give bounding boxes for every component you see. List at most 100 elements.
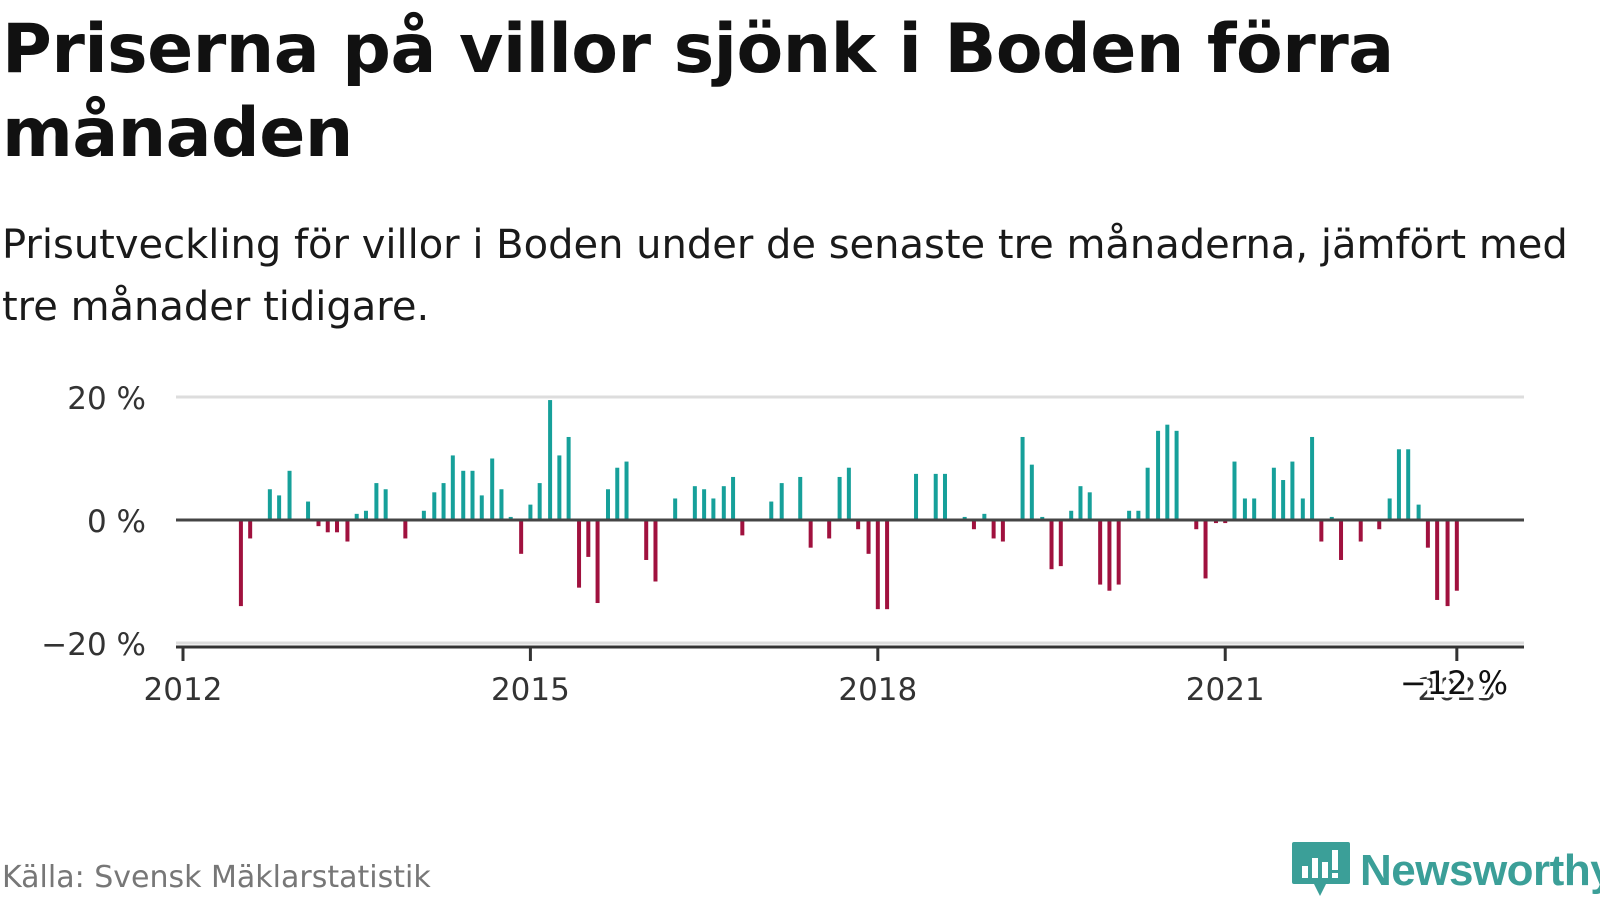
y-tick-label: 20 % (67, 381, 146, 417)
bar (615, 467, 620, 520)
bar (363, 510, 368, 520)
bar (1387, 498, 1392, 520)
bar-chart: 20 % 0 % −20 % 2012 2015 2018 2021 2023−12 % (41, 381, 1524, 708)
bar (374, 483, 379, 520)
bar (673, 498, 678, 520)
bar (982, 513, 987, 520)
bar (1406, 449, 1411, 520)
bar (1377, 520, 1382, 530)
bar (875, 520, 880, 610)
bar (653, 520, 658, 582)
source-credit: Källa: Svensk Mäklarstatistik (2, 860, 431, 895)
bar (1040, 516, 1045, 520)
bar (1078, 486, 1083, 520)
bar (1058, 520, 1063, 567)
bar (769, 501, 774, 520)
bar (470, 470, 475, 520)
x-tick-label: 2023 (1417, 672, 1496, 708)
bar (624, 461, 629, 520)
bar (528, 504, 533, 520)
bar (1107, 520, 1112, 591)
bar (450, 455, 455, 520)
bar (1396, 449, 1401, 520)
bar (644, 520, 649, 560)
bar (1454, 520, 1459, 591)
bar (519, 520, 524, 554)
latest-value-annotation: −12 % (1400, 664, 1508, 702)
bar (711, 498, 716, 520)
bar (461, 470, 466, 520)
bar (914, 473, 919, 520)
bar (1203, 520, 1208, 579)
bar (1339, 520, 1344, 560)
bar (1127, 510, 1132, 520)
bar (316, 520, 321, 527)
bar (383, 489, 388, 520)
bar (1425, 520, 1430, 548)
brand-name: Newsworthy (1360, 846, 1600, 895)
x-tick-label: 2021 (1186, 672, 1265, 708)
bar (942, 473, 947, 520)
bar (1271, 467, 1276, 520)
bar (1416, 504, 1421, 520)
bar (885, 520, 890, 610)
bar (1000, 520, 1005, 542)
bar (1156, 430, 1161, 520)
bar (1232, 461, 1237, 520)
x-tick-label: 2018 (838, 672, 917, 708)
bar (490, 458, 495, 520)
bar (548, 400, 553, 520)
bar (721, 486, 726, 520)
bar (1165, 424, 1170, 520)
bar (595, 520, 600, 604)
newsworthy-logo-icon (1292, 842, 1350, 896)
bar (837, 476, 842, 520)
bar (238, 520, 243, 607)
bar (1029, 464, 1034, 520)
bar (1223, 520, 1228, 524)
chart-title: Priserna på villor sjönk i Boden förra m… (2, 10, 1394, 173)
bar (566, 436, 571, 520)
bar (827, 520, 832, 539)
bar (432, 492, 437, 520)
axis-layer (176, 518, 1524, 661)
bar (971, 520, 976, 530)
bar (403, 520, 408, 539)
bar (421, 510, 426, 520)
bar (1281, 480, 1286, 520)
bar (345, 520, 350, 542)
bars-layer (238, 400, 1459, 610)
bar (354, 513, 359, 520)
bar (499, 489, 504, 520)
bar (248, 520, 253, 539)
bar (1194, 520, 1199, 530)
bar (866, 520, 871, 554)
x-tick-label: 2012 (144, 672, 223, 708)
bar (1358, 520, 1363, 542)
bar (702, 489, 707, 520)
bar (537, 483, 542, 520)
bar (325, 520, 330, 533)
bar (808, 520, 813, 548)
bar (1174, 430, 1179, 520)
bar (798, 476, 803, 520)
bar (1435, 520, 1440, 600)
bar (287, 470, 292, 520)
bar (1069, 510, 1074, 520)
bar (479, 495, 484, 520)
bar (1136, 510, 1141, 520)
bar (856, 520, 861, 530)
bar (277, 495, 282, 520)
bar (1049, 520, 1054, 570)
bar (1319, 520, 1324, 542)
bar (335, 520, 340, 533)
bar (605, 489, 610, 520)
bar (1098, 520, 1103, 585)
bar (933, 473, 938, 520)
y-tick-label: 0 % (87, 504, 146, 540)
bar (1329, 516, 1334, 520)
bar (267, 489, 272, 520)
bar (1020, 436, 1025, 520)
bar (508, 516, 513, 520)
bar (577, 520, 582, 588)
